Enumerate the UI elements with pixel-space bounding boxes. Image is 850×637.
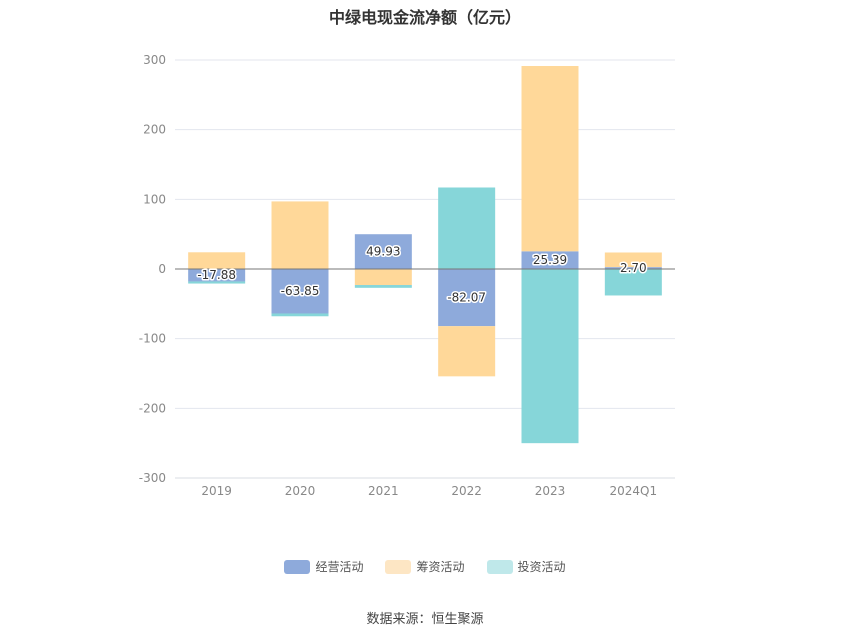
data-label-operating: -17.88: [197, 268, 236, 282]
x-tick-label: 2023: [535, 484, 566, 498]
bar-operating-2019: [188, 269, 246, 282]
bar-financing-2021: [354, 269, 412, 286]
legend-label-investing: 投资活动: [517, 560, 566, 574]
legend-swatch-financing: [385, 559, 412, 574]
legend-label-operating: 经营活动: [315, 560, 364, 574]
y-tick-label: 300: [143, 53, 166, 67]
bar-operating-2023: [521, 251, 579, 269]
y-tick-label: 100: [143, 192, 166, 206]
data-label-operating: -63.85: [281, 284, 320, 298]
bar-financing-2024Q1: [604, 252, 662, 268]
legend-label-financing: 筹资活动: [416, 560, 465, 574]
bar-investing-2023: [521, 269, 579, 444]
bar-investing-2021: [354, 285, 412, 288]
y-tick-label: 200: [143, 123, 166, 137]
chart-title: 中绿电现金流净额（亿元）: [328, 8, 521, 27]
x-tick-label: 2021: [368, 484, 399, 498]
x-tick-label: 2024Q1: [610, 484, 658, 498]
bar-operating-2021: [354, 234, 412, 269]
bars: [188, 65, 662, 444]
x-tick-label: 2022: [451, 484, 482, 498]
legend-item-financing[interactable]: 筹资活动: [385, 558, 465, 575]
bar-financing-2020: [271, 201, 329, 269]
y-tick-label: -100: [139, 332, 166, 346]
legend-item-operating[interactable]: 经营活动: [284, 558, 363, 575]
y-tick-label: -200: [139, 401, 166, 415]
bar-financing-2023: [521, 65, 579, 252]
data-label-operating: 25.39: [533, 253, 567, 267]
y-tick-label: -300: [139, 471, 166, 485]
grid-lines: [175, 59, 675, 479]
bar-operating-2022: [438, 269, 496, 327]
data-label-operating: -82.07: [447, 291, 486, 305]
legend-item-investing[interactable]: 投资活动: [486, 558, 566, 575]
data-labels: -17.88 -63.85 49.93 -82.07 25.39 2.70: [196, 243, 648, 306]
bar-investing-2020: [271, 313, 329, 317]
bar-financing-2022: [438, 326, 496, 377]
legend: 经营活动 筹资活动 投资活动: [0, 558, 850, 575]
data-label-operating: 2.70: [620, 261, 647, 275]
bar-investing-2024Q1: [604, 269, 662, 296]
legend-swatch-investing: [486, 559, 513, 574]
bar-operating-2020: [271, 269, 329, 314]
bar-financing-2019: [188, 252, 246, 269]
x-tick-label: 2020: [285, 484, 316, 498]
source-note: 数据来源：恒生聚源: [366, 612, 484, 627]
bar-operating-2024Q1: [604, 267, 662, 269]
bar-investing-2019: [188, 281, 246, 284]
axes: 300 200 100 0 -100 -200 -300 2019 2020 2021 2022 20…: [139, 53, 675, 498]
bar-investing-2022: [438, 187, 496, 269]
y-tick-label: 0: [158, 262, 166, 276]
x-tick-label: 2019: [201, 484, 232, 498]
legend-swatch-operating: [284, 559, 311, 574]
data-label-operating: 49.93: [366, 245, 400, 259]
